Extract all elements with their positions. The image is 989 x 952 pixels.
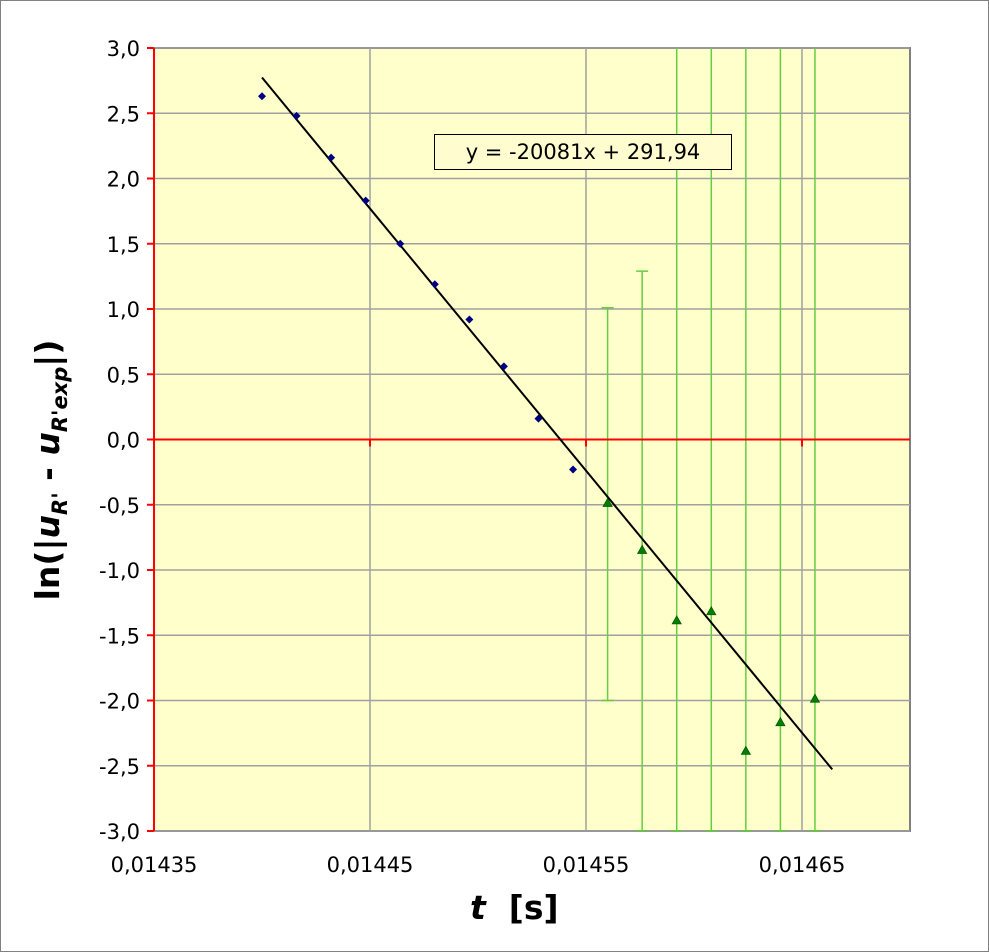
- triangle-marker: [775, 716, 786, 727]
- y-axis-minus: -: [28, 455, 67, 493]
- y-tick-label: -3,0: [99, 820, 140, 844]
- y-tick-label: -1,0: [99, 559, 140, 583]
- triangle-marker: [740, 745, 752, 755]
- diamond-marker: [430, 280, 439, 289]
- x-tick-label: 0,01455: [543, 853, 630, 877]
- diamond-marker: [258, 92, 266, 101]
- diamond-marker: [499, 362, 508, 371]
- diamond-marker: [327, 153, 336, 162]
- y-axis-u2: u: [28, 432, 67, 456]
- y-tick-label: -1,5: [99, 624, 140, 648]
- y-tick-label: -2,0: [99, 690, 140, 714]
- x-tick-label: 0,01445: [327, 853, 414, 877]
- triangle-marker: [602, 497, 613, 507]
- triangle-marker: [809, 693, 821, 703]
- x-tick-label: 0,01465: [759, 853, 846, 877]
- trendline: [261, 76, 834, 771]
- diamond-marker: [465, 315, 474, 324]
- triangle-marker: [636, 544, 648, 554]
- y-tick-label: -2,5: [99, 755, 140, 779]
- y-tick-label: -0,5: [99, 494, 140, 518]
- diamond-marker: [396, 239, 405, 248]
- y-axis-title: ln(|uR' - uR'exp|): [28, 340, 72, 601]
- triangle-marker: [706, 605, 717, 616]
- diamond-marker: [292, 111, 301, 120]
- y-tick-label: 0,0: [107, 429, 140, 453]
- y-tick-label: 1,5: [107, 233, 140, 257]
- y-axis-suffix: |): [28, 339, 67, 367]
- x-axis-unit: [s]: [485, 888, 559, 927]
- triangle-marker: [671, 615, 682, 625]
- trendline-equation-label: y = -20081x + 291,94: [434, 134, 732, 170]
- y-axis-prefix: ln(|: [28, 538, 67, 601]
- y-axis-sub1: R': [48, 492, 72, 515]
- diamond-marker: [534, 414, 543, 423]
- diamond-marker: [569, 465, 578, 474]
- y-tick-label: 2,0: [107, 168, 140, 192]
- y-tick-label: 0,5: [107, 363, 140, 387]
- x-axis-variable: t: [470, 888, 486, 927]
- y-axis-sub2: R'exp: [48, 366, 72, 433]
- y-tick-label: 3,0: [107, 37, 140, 61]
- x-tick-label: 0,01435: [111, 853, 198, 877]
- diamond-marker: [361, 196, 370, 205]
- x-axis-title: t [s]: [470, 888, 559, 927]
- y-tick-label: 1,0: [107, 298, 140, 322]
- y-axis-u1: u: [28, 514, 67, 539]
- y-tick-label: 2,5: [107, 102, 140, 126]
